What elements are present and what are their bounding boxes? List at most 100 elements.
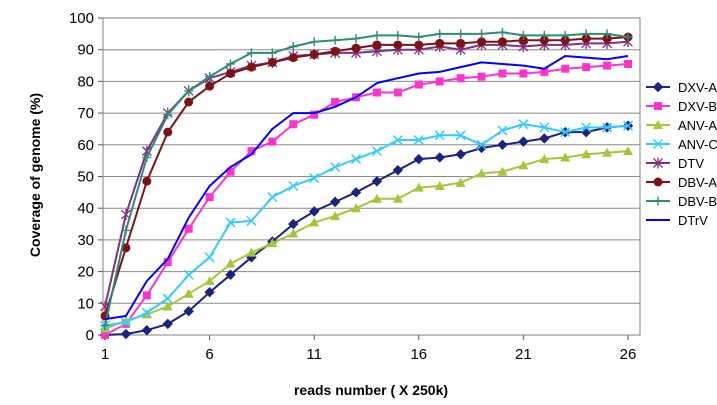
data-point [539, 122, 550, 133]
data-point [309, 37, 319, 47]
data-point [518, 30, 528, 40]
y-tick-label: 10 [77, 295, 94, 312]
data-point [162, 293, 173, 304]
data-point [163, 258, 172, 267]
data-point [267, 48, 277, 58]
data-point [183, 288, 194, 298]
data-point [184, 86, 194, 96]
y-tick-label: 100 [69, 10, 94, 27]
data-point [308, 206, 320, 217]
data-point [653, 177, 663, 187]
series-dtrv [104, 54, 629, 321]
data-point [204, 286, 215, 298]
data-point [371, 146, 382, 157]
data-point [476, 139, 487, 150]
y-tick-label: 50 [77, 169, 94, 186]
data-point [184, 224, 193, 233]
data-point [288, 53, 298, 63]
data-point [247, 147, 256, 156]
data-point [226, 59, 236, 69]
data-point [476, 168, 487, 178]
data-point [560, 35, 570, 45]
data-point [225, 258, 236, 268]
legend: DXV-A DXV-B ANV-AB ANV-CP DTV DBV-A DBV-B DTrV [646, 80, 717, 228]
data-point [497, 139, 508, 151]
data-point [330, 46, 340, 56]
legend-label: DBV-B [678, 194, 717, 209]
data-point [581, 149, 592, 159]
series-dbv-a [100, 32, 633, 321]
data-point [539, 133, 550, 144]
data-point [582, 63, 591, 72]
data-point [602, 34, 612, 44]
data-point [560, 30, 570, 40]
data-point [225, 269, 236, 280]
data-point [246, 62, 256, 72]
data-point [434, 130, 445, 141]
data-point [351, 34, 361, 44]
data-point [518, 35, 528, 45]
data-point [204, 252, 215, 263]
data-point [476, 142, 487, 154]
data-point [183, 269, 194, 280]
data-point [371, 176, 383, 187]
data-point [309, 49, 319, 59]
data-point [434, 181, 445, 191]
data-point [623, 32, 633, 42]
legend-label: DXV-A [678, 80, 717, 95]
data-point [331, 98, 340, 107]
legend-item: DXV-A [646, 80, 717, 95]
data-point [309, 173, 320, 184]
legend-label: DBV-A [678, 175, 717, 190]
data-point [141, 307, 152, 318]
data-point [141, 325, 153, 336]
data-point [120, 317, 131, 328]
data-point [393, 30, 403, 40]
data-point [351, 203, 362, 213]
y-tick-label: 60 [77, 137, 94, 154]
data-point [330, 161, 341, 173]
series-lines [99, 27, 634, 341]
data-point [120, 328, 132, 340]
data-point [142, 291, 151, 300]
data-point [162, 318, 173, 330]
data-point [581, 29, 591, 39]
data-point [246, 215, 257, 226]
x-axis-title: reads number ( X 250k) [294, 382, 448, 398]
data-point [477, 37, 487, 47]
data-point [142, 176, 152, 186]
data-point [225, 217, 236, 228]
data-point [372, 88, 381, 97]
data-point [351, 154, 362, 165]
data-point [309, 217, 320, 227]
data-point [497, 27, 507, 37]
series-anv-cp [99, 119, 634, 331]
series-anv-ab [100, 146, 633, 333]
data-point [413, 135, 424, 146]
data-point [289, 120, 298, 129]
data-point [623, 146, 633, 156]
data-point [456, 29, 466, 39]
data-point [414, 80, 423, 89]
data-point [652, 81, 664, 93]
data-point [288, 228, 299, 238]
legend-item: DBV-A [646, 175, 717, 190]
data-point [414, 32, 424, 42]
x-tick-label: 6 [205, 346, 213, 363]
data-point [518, 160, 529, 170]
data-point [393, 40, 403, 50]
data-point [455, 149, 466, 160]
data-point [654, 102, 662, 110]
data-point [602, 29, 612, 39]
legend-item: ANV-AB [646, 118, 717, 133]
data-point [392, 135, 403, 146]
data-point [653, 196, 663, 206]
data-point [329, 196, 341, 208]
data-point [288, 180, 299, 192]
data-point [393, 88, 402, 97]
legend-label: ANV-AB [678, 118, 717, 133]
data-point [267, 192, 278, 203]
series-line [104, 150, 629, 330]
data-point [455, 177, 466, 187]
